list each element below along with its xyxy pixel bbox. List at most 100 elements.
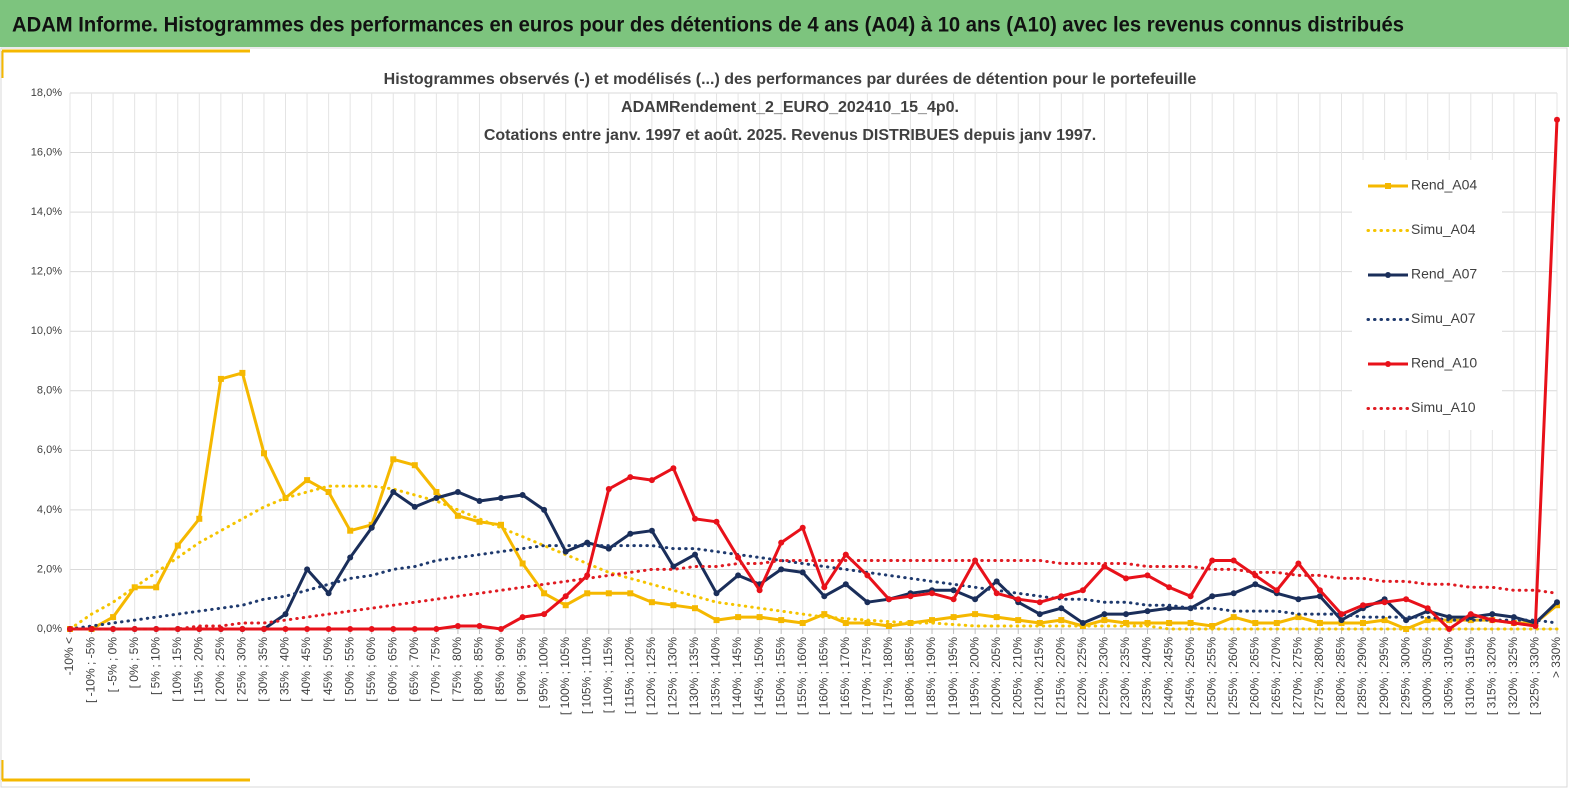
simulated-line [68, 559, 1559, 631]
x-tick-label: [ 215% ; 220% [1054, 637, 1068, 715]
x-tick-label: [ 205% ; 210% [1010, 637, 1024, 715]
x-tick-label: > 330% [1549, 637, 1563, 678]
x-tick-label: [ 220% ; 225% [1075, 637, 1089, 715]
x-tick-label: [ 290% ; 295% [1377, 637, 1391, 715]
observed-line [67, 116, 1560, 632]
chart-frame [0, 47, 1568, 788]
chart-title: Cotations entre janv. 1997 et août. 2025… [484, 127, 1096, 144]
y-tick-label: 18,0% [31, 87, 62, 99]
x-tick-label: [ 185% ; 190% [924, 637, 938, 715]
x-tick-label: [ 230% ; 235% [1118, 637, 1132, 715]
x-tick-label: [ 30% ; 35% [256, 637, 270, 702]
legend-marker [1385, 361, 1391, 367]
x-tick-label: [ 90% ; 95% [515, 637, 529, 702]
x-tick-label: [ 310% ; 315% [1463, 637, 1477, 715]
legend-label: Simu_A07 [1411, 310, 1476, 326]
x-tick-label: [ 320% ; 325% [1506, 637, 1520, 715]
x-tick-label: [ 15% ; 20% [191, 637, 205, 702]
x-tick-label: [ 210% ; 215% [1032, 637, 1046, 715]
x-tick-label: [ 295% ; 300% [1398, 637, 1412, 715]
x-tick-label: [ 65% ; 70% [407, 637, 421, 702]
labels: Histogrammes observés (-) et modélisés (… [31, 71, 1563, 715]
x-tick-label: [ 180% ; 185% [903, 637, 917, 715]
x-tick-label: [ 225% ; 230% [1097, 637, 1111, 715]
y-tick-label: 16,0% [31, 146, 62, 158]
header-title: ADAM Informe. Histogrammes des performan… [12, 14, 1404, 37]
x-tick-label: [ 280% ; 285% [1334, 637, 1348, 715]
x-tick-label: [ 125% ; 130% [666, 637, 680, 715]
legend-label: Rend_A07 [1411, 266, 1477, 282]
legend-box [1352, 160, 1502, 430]
x-tick-label: [ 240% ; 245% [1161, 637, 1175, 715]
y-tick-label: 8,0% [37, 385, 62, 397]
legend-marker [1385, 183, 1391, 189]
x-tick-label: [ 100% ; 105% [558, 637, 572, 715]
x-tick-label: [ 245% ; 250% [1183, 637, 1197, 715]
x-tick-label: [ 40% ; 45% [299, 637, 313, 702]
x-tick-label: -10% < [62, 637, 76, 675]
legend-label: Rend_A04 [1411, 177, 1477, 193]
x-tick-label: [ 80% ; 85% [472, 637, 486, 702]
legend-marker [1385, 272, 1391, 278]
x-tick-label: [ 175% ; 180% [881, 637, 895, 715]
x-tick-label: [ 60% ; 65% [385, 637, 399, 702]
x-tick-label: [ 95% ; 100% [536, 637, 550, 709]
x-tick-label: [ 0% ; 5% [127, 637, 141, 689]
x-tick-label: [ 160% ; 165% [816, 637, 830, 715]
x-tick-label: [ 170% ; 175% [860, 637, 874, 715]
x-tick-label: [ 270% ; 275% [1291, 637, 1305, 715]
x-tick-label: [ 10% ; 15% [170, 637, 184, 702]
x-tick-label: [ 45% ; 50% [321, 637, 335, 702]
chart-title: ADAMRendement_2_EURO_202410_15_4p0. [621, 99, 959, 116]
x-tick-label: [ 5% ; 10% [148, 637, 162, 695]
x-tick-label: [ 50% ; 55% [342, 637, 356, 702]
x-tick-label: [ 35% ; 40% [278, 637, 292, 702]
header-band [0, 0, 1569, 47]
x-tick-label: [ 115% ; 120% [622, 637, 636, 714]
x-tick-label: [ 195% ; 200% [967, 637, 981, 715]
x-tick-label: [ 75% ; 80% [450, 637, 464, 702]
x-tick-label: [ 265% ; 270% [1269, 637, 1283, 715]
x-tick-label: [ 150% ; 155% [773, 637, 787, 715]
y-tick-label: 14,0% [31, 206, 62, 218]
legend-label: Rend_A10 [1411, 355, 1477, 371]
legend-label: Simu_A10 [1411, 399, 1476, 415]
x-tick-label: [ 200% ; 205% [989, 637, 1003, 715]
chart-title: Histogrammes observés (-) et modélisés (… [384, 71, 1197, 88]
x-tick-label: [ 155% ; 160% [795, 637, 809, 715]
x-tick-label: [ 300% ; 305% [1420, 637, 1434, 715]
x-tick-label: [ 145% ; 150% [752, 637, 766, 715]
y-tick-label: 2,0% [37, 563, 62, 575]
x-tick-label: [ 235% ; 240% [1140, 637, 1154, 715]
x-tick-label: [ 130% ; 135% [687, 637, 701, 715]
x-tick-label: [ 275% ; 280% [1312, 637, 1326, 715]
x-tick-label: [ 285% ; 290% [1355, 637, 1369, 715]
x-tick-label: [ 55% ; 60% [364, 637, 378, 702]
x-tick-label: [ 325% ; 330% [1528, 637, 1542, 715]
x-tick-label: [ 250% ; 255% [1204, 637, 1218, 715]
x-tick-label: [ 120% ; 125% [644, 637, 658, 715]
x-tick-label: [ 20% ; 25% [213, 637, 227, 702]
y-tick-label: 4,0% [37, 504, 62, 516]
x-tick-label: [ -10% ; -5% [84, 637, 98, 703]
x-tick-label: [ 70% ; 75% [429, 637, 443, 702]
x-tick-label: [ -5% ; 0% [105, 637, 119, 693]
x-tick-label: [ 315% ; 320% [1485, 637, 1499, 715]
x-tick-label: [ 105% ; 110% [579, 637, 593, 714]
x-tick-label: [ 140% ; 145% [730, 637, 744, 715]
x-tick-label: [ 135% ; 140% [709, 637, 723, 715]
x-tick-label: [ 25% ; 30% [235, 637, 249, 702]
plot [67, 116, 1560, 632]
x-tick-label: [ 190% ; 195% [946, 637, 960, 715]
x-tick-label: [ 110% ; 115% [601, 637, 615, 714]
x-tick-label: [ 255% ; 260% [1226, 637, 1240, 715]
y-tick-label: 12,0% [31, 266, 62, 278]
y-tick-label: 6,0% [37, 444, 62, 456]
x-tick-label: [ 85% ; 90% [493, 637, 507, 702]
legend-label: Simu_A04 [1411, 221, 1476, 237]
x-tick-label: [ 165% ; 170% [838, 637, 852, 715]
x-tick-label: [ 305% ; 310% [1441, 637, 1455, 715]
y-tick-label: 10,0% [31, 325, 62, 337]
x-tick-label: [ 260% ; 265% [1247, 637, 1261, 715]
